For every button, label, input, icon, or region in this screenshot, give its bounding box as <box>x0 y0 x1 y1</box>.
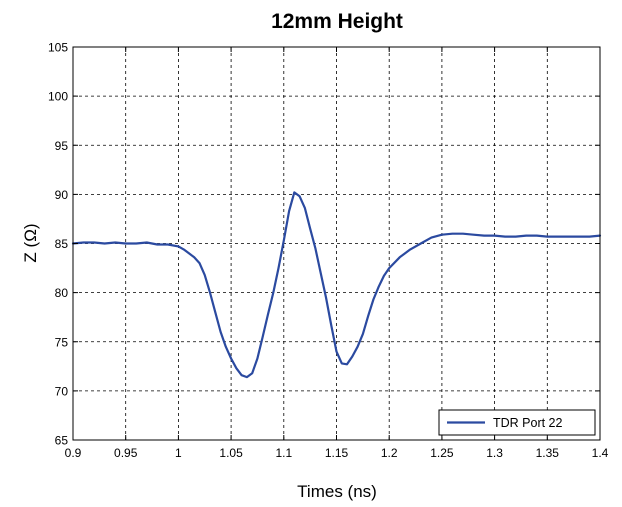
x-tick-label: 0.9 <box>65 446 82 460</box>
axis-ticks <box>72 46 601 441</box>
series-layer <box>71 191 602 379</box>
x-tick-label: 1.1 <box>275 446 292 460</box>
y-tick-label: 100 <box>48 90 68 104</box>
x-tick-label: 1.2 <box>381 446 398 460</box>
x-tick-label: 1.25 <box>430 446 454 460</box>
x-tick-label: 0.95 <box>114 446 138 460</box>
x-tick-label: 1.3 <box>486 446 503 460</box>
x-tick-label: 1.35 <box>536 446 560 460</box>
series-line-tdr-port-22 <box>71 191 602 379</box>
y-tick-label: 90 <box>55 188 69 202</box>
y-tick-label: 75 <box>55 335 69 349</box>
grid <box>73 47 600 440</box>
chart-title: 12mm Height <box>271 10 403 33</box>
legend-label: TDR Port 22 <box>493 416 563 430</box>
y-tick-label: 70 <box>55 384 69 398</box>
x-tick-label: 1 <box>175 446 182 460</box>
x-tick-label: 1.4 <box>592 446 609 460</box>
x-tick-labels: 0.9 0.95 1 1.05 1.1 1.15 1.2 1.25 1.3 1.35 1.4 <box>65 446 609 460</box>
y-tick-label: 105 <box>48 41 68 55</box>
y-tick-label: 95 <box>55 139 69 153</box>
x-tick-label: 1.15 <box>325 446 349 460</box>
y-axis-label: Z (Ω) <box>21 223 40 262</box>
y-tick-label: 65 <box>55 434 69 448</box>
x-axis-label: Times (ns) <box>297 482 377 501</box>
y-tick-label: 85 <box>55 237 69 251</box>
y-tick-label: 80 <box>55 286 69 300</box>
x-tick-label: 1.05 <box>219 446 243 460</box>
y-tick-labels: 65 70 75 80 85 90 95 100 105 <box>48 41 68 448</box>
legend: TDR Port 22 <box>438 409 596 436</box>
